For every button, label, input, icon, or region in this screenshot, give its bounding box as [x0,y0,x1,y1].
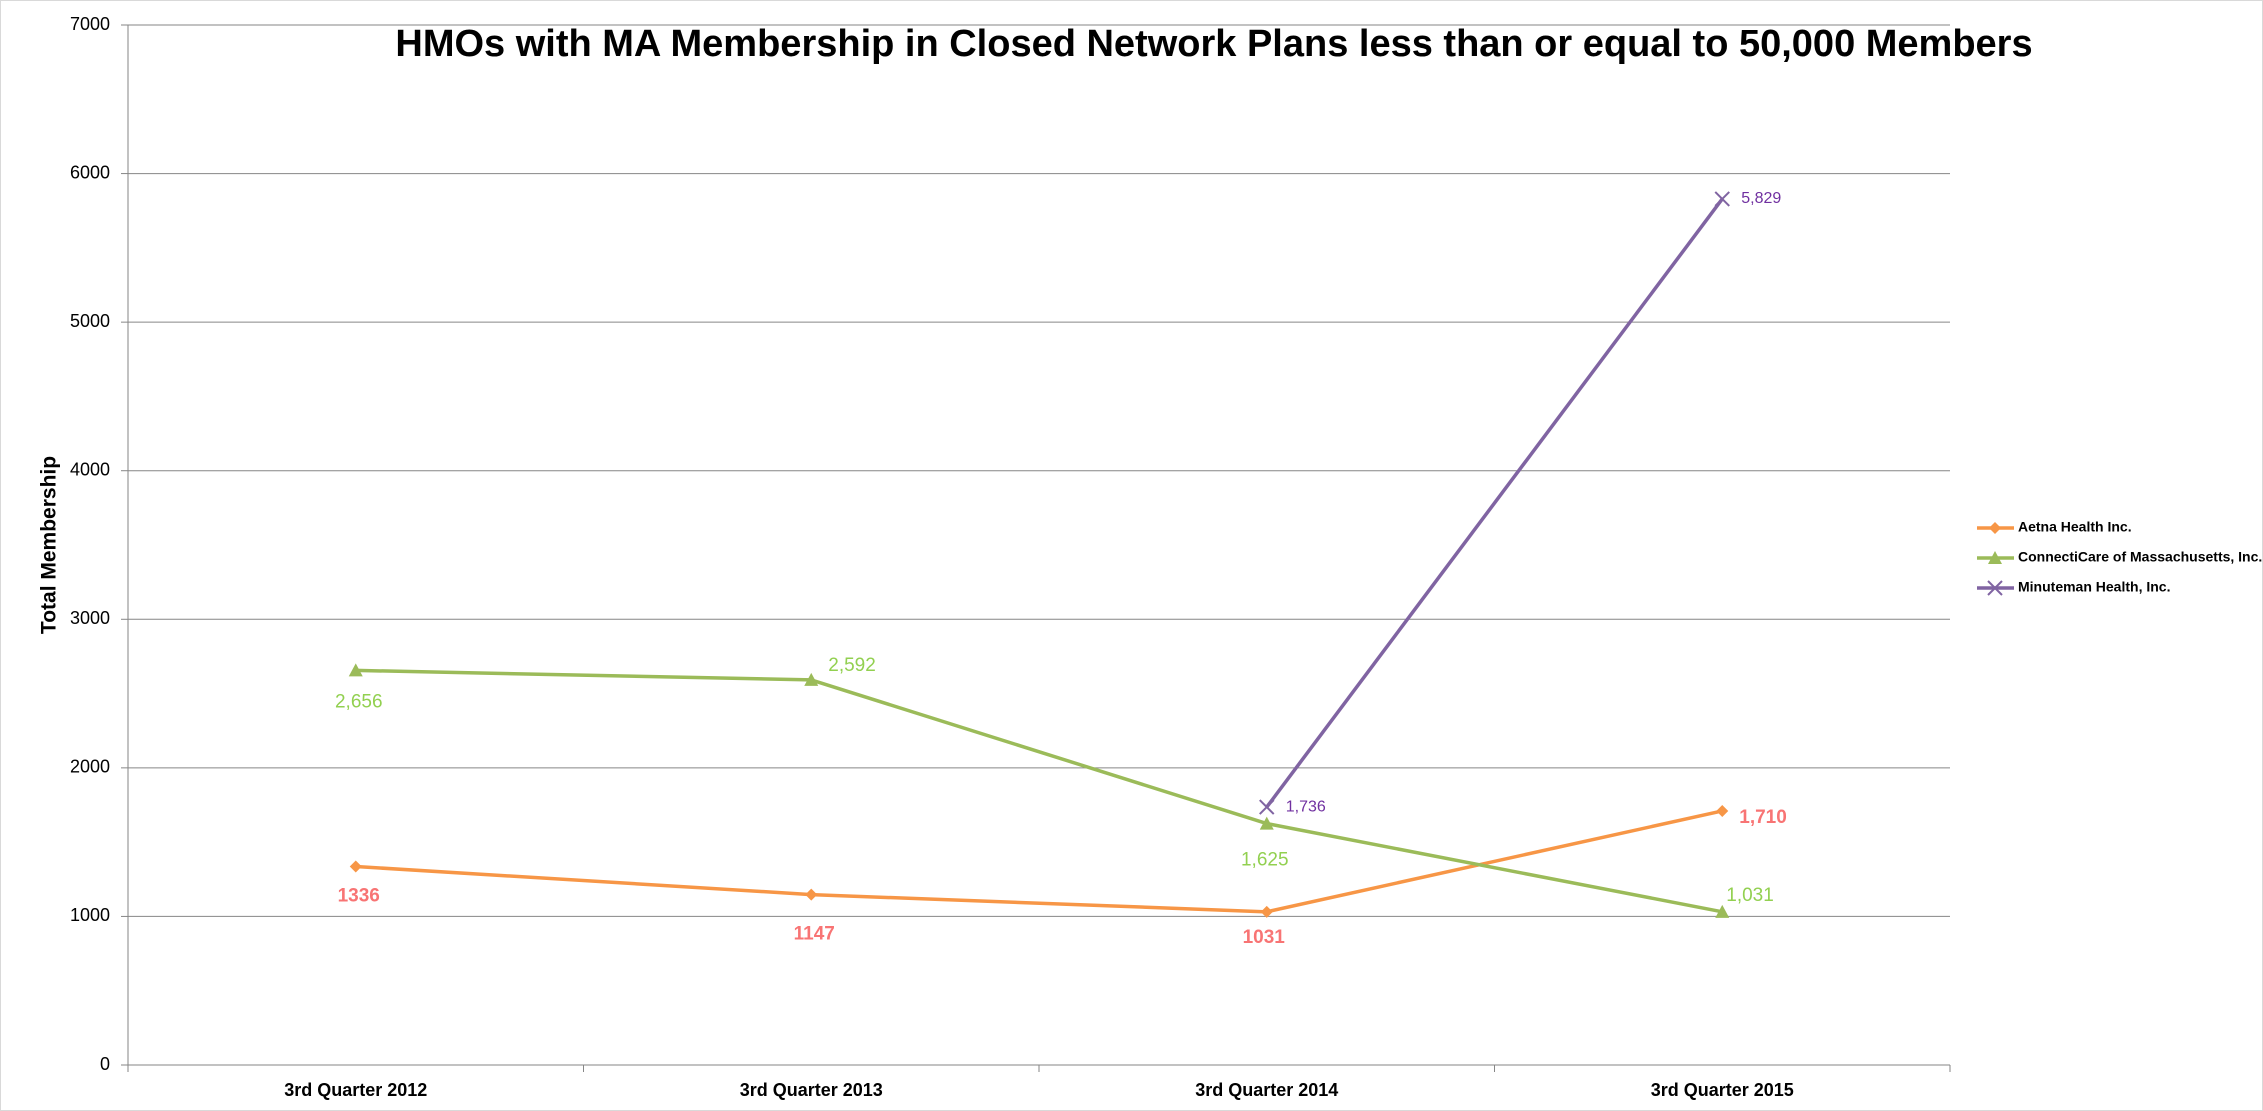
marker [348,663,363,677]
data-label: 5,829 [1741,190,1781,207]
series-line [1265,197,1724,809]
marker [1988,551,2002,564]
y-tick-label: 7000 [70,14,110,34]
legend-label: ConnectiCare of Massachusetts, Inc. [2018,549,2262,565]
y-tick-label: 1000 [70,905,110,925]
legend-label: Minuteman Health, Inc. [2018,579,2170,595]
data-label: 1336 [338,886,380,907]
y-tick-label: 6000 [70,162,110,182]
marker [1259,799,1275,815]
marker [805,888,818,901]
marker [804,672,819,686]
y-tick-label: 2000 [70,757,110,777]
marker [1259,816,1274,830]
data-label: 1147 [794,924,835,945]
marker [1715,904,1730,918]
y-tick-label: 0 [100,1054,110,1074]
y-tick-label: 5000 [70,311,110,331]
marker [349,860,362,873]
data-label: 1,736 [1286,798,1326,815]
marker [1989,522,2001,534]
series-line [355,809,1723,914]
marker [1716,804,1729,817]
y-tick-label: 4000 [70,459,110,479]
data-label: 1031 [1243,927,1286,948]
y-axis-label: Total Membership [38,456,61,634]
x-tick-label: 3rd Quarter 2012 [284,1080,427,1100]
data-label: 1,625 [1241,850,1289,871]
marker [1714,191,1730,207]
marker [1987,580,2003,596]
y-tick-label: 3000 [70,608,110,628]
data-label: 2,592 [828,655,876,676]
x-tick-label: 3rd Quarter 2013 [740,1080,883,1100]
x-tick-label: 3rd Quarter 2015 [1651,1080,1794,1100]
series-line [355,668,1723,914]
data-label: 1,031 [1726,885,1774,906]
legend-label: Aetna Health Inc. [2018,519,2132,535]
chart-title: HMOs with MA Membership in Closed Networ… [395,23,2032,65]
data-label: 2,656 [335,691,383,712]
data-label: 1,710 [1739,807,1787,828]
marker [1260,905,1273,918]
x-tick-label: 3rd Quarter 2014 [1195,1080,1338,1100]
